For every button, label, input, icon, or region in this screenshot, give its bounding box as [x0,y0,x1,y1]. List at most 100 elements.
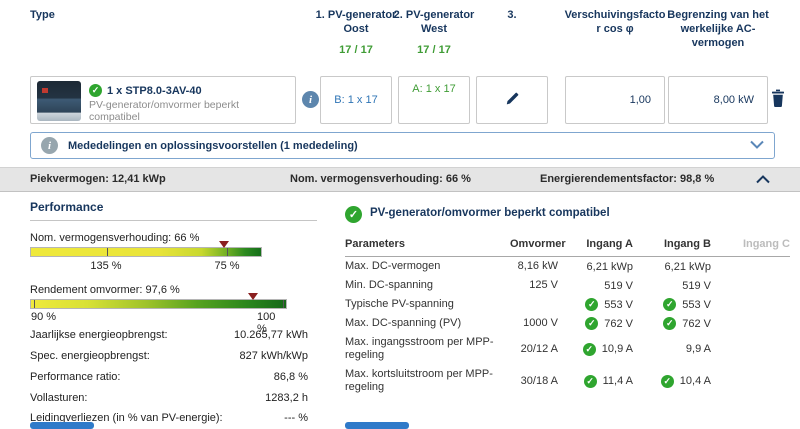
chevron-down-icon[interactable] [750,140,764,152]
param-label: Max. kortsluitstroom per MPP-regeling [345,368,493,393]
inverter-name: 1 x STP8.0-3AV-40 [107,84,202,97]
gauge2-tick-90 [33,300,35,308]
stat-value: --- % [284,412,308,424]
ingang-a-value: 553 V [604,298,633,311]
check-icon: ✓ [583,374,597,388]
ingang-a-value: 10,9 A [601,343,633,355]
param-label: Typische PV-spanning [345,298,454,310]
omvormer-value: 8,16 kW [517,260,558,272]
inverter-image [37,81,81,121]
check-icon: ✓ [660,374,674,388]
omvormer-value: 125 V [529,279,558,291]
stat-specific-yield: Spec. energieopbrengst: 827 kWh/kWp [30,350,308,362]
pencil-icon [505,91,520,109]
stat-line-losses: Leidingverliezen (in % van PV-energie): … [30,412,308,424]
gauge1-marker [219,241,230,248]
inverter-status-text: PV-generator/omvormer beperkt compatibel [89,99,239,123]
stat-value: 86,8 % [273,371,308,383]
stat-label: Vollasturen: [30,392,88,404]
messages-info-icon: i [41,137,58,154]
gauge1-tick-label-1: 135 % [90,260,122,272]
input-b-box[interactable]: B: 1 x 17 [320,76,392,124]
input-a-box[interactable]: A: 1 x 17 [398,76,470,124]
check-icon: ✓ [585,298,599,311]
column-header-pv1-oost: 1. PV-generator Oost [315,9,397,35]
omvormer-value: 1000 V [523,317,558,329]
gauge2-label: Rendement omvormer: 97,6 % [30,284,180,296]
info-icon[interactable]: i [302,91,319,108]
col-ingang-c: Ingang C [742,238,790,250]
delete-inverter-button[interactable] [770,89,786,111]
column-header-ac-limit: Begrenzing van het werkelijke AC-vermoge… [667,9,769,49]
input-b-value: B: 1 x 17 [334,94,378,106]
cos-phi-field[interactable]: 1,00 [565,76,665,124]
gauge1-tick-label-2: 75 % [214,260,240,272]
stat-label: Spec. energieopbrengst: [30,350,150,362]
performance-title: Performance [30,200,317,221]
param-label: Max. DC-vermogen [345,260,441,272]
stat-value: 827 kWh/kWp [239,350,308,362]
ingang-b-value: 762 V [682,317,711,330]
ingang-b-value: 9,9 A [685,343,711,355]
table-row: Max. kortsluitstroom per MPP-regeling 30… [345,365,790,397]
param-label: Max. DC-spanning (PV) [345,317,462,329]
gauge1-tick-75 [226,248,228,256]
input-a-value: A: 1 x 17 [412,83,456,95]
ingang-a-value: 11,4 A [602,375,633,387]
stat-label: Jaarlijkse energieopbrengst: [30,329,168,341]
pv2-module-count: 17 / 17 [417,44,451,56]
table-row: Typische PV-spanning ✓ 553 V ✓ 553 V [345,295,790,314]
stat-value: 1283,2 h [265,392,308,404]
summary-peak-power: Piekvermogen: 12,41 kWp [30,173,166,185]
col-ingang-a: Ingang A [586,238,633,250]
table-row: Min. DC-spanning 125 V ✓519 V ✓519 V [345,276,790,295]
compatibility-panel: ✓ PV-generator/omvormer beperkt compatib… [345,200,790,397]
stat-label: Leidingverliezen (in % van PV-energie): [30,412,223,424]
compatible-check-icon: ✓ [89,84,102,97]
messages-bar[interactable]: i Mededelingen en oplossingsvoorstellen … [30,132,775,159]
summary-bar: Piekvermogen: 12,41 kWp Nom. vermogensve… [0,167,800,192]
ingang-b-value: 553 V [682,298,711,311]
col-omvormer: Omvormer [510,238,566,250]
column-header-cos-phi: Verschuivingsfactor cos φ [564,9,666,35]
ingang-a-value: 762 V [604,317,633,330]
gauge1-label: Nom. vermogensverhouding: 66 % [30,232,200,244]
compatibility-check-icon: ✓ [345,206,362,223]
summary-energy-factor: Energierendementsfactor: 98,8 % [540,173,715,185]
ingang-a-value: 519 V [604,279,633,292]
horizontal-scrollbar-thumb-left[interactable] [30,422,94,429]
table-row: Max. ingangsstroom per MPP-regeling 20/1… [345,333,790,365]
chevron-up-icon[interactable] [756,175,770,187]
gauge2-tick-100 [283,300,285,308]
table-row: Max. DC-vermogen 8,16 kW ✓6,21 kWp ✓6,21… [345,257,790,276]
summary-nominal-ratio: Nom. vermogensverhouding: 66 % [290,173,471,185]
column-header-type: Type [30,9,55,21]
column-header-pv3: 3. [507,9,517,21]
ingang-a-value: 6,21 kWp [586,260,633,273]
stat-annual-yield: Jaarlijkse energieopbrengst: 10.265,77 k… [30,329,308,341]
info-glyph: i [47,139,52,152]
param-label: Min. DC-spanning [345,279,434,291]
info-glyph: i [308,93,313,106]
stat-performance-ratio: Performance ratio: 86,8 % [30,371,308,383]
horizontal-scrollbar-thumb-right[interactable] [345,422,409,429]
gauge2-tick-label-2: 100 % [257,311,276,335]
ingang-b-value: 6,21 kWp [664,260,711,273]
gauge1-tick-135 [106,248,108,256]
parameters-table-header: Parameters Omvormer Ingang A Ingang B In… [345,235,790,257]
check-icon: ✓ [663,317,677,330]
column-header-pv2-west: 2. PV-generator West [393,9,475,35]
omvormer-value: 20/12 A [520,342,558,355]
messages-label: Mededelingen en oplossingsvoorstellen (1… [68,139,358,152]
inverter-card[interactable]: ✓ 1 x STP8.0-3AV-40 PV-generator/omvorme… [30,76,296,124]
col-parameters: Parameters [345,238,405,250]
stat-full-load-hours: Vollasturen: 1283,2 h [30,392,308,404]
edit-generator-box[interactable] [476,76,548,124]
performance-panel: Performance Nom. vermogensverhouding: 66… [30,200,317,424]
param-label: Max. ingangsstroom per MPP-regeling [345,336,494,361]
stat-value: 10.265,77 kWh [234,329,308,341]
ac-limit-value: 8,00 kW [713,94,754,106]
ac-limit-field[interactable]: 8,00 kW [668,76,768,124]
ingang-b-value: 519 V [682,279,711,292]
check-icon: ✓ [582,342,596,356]
